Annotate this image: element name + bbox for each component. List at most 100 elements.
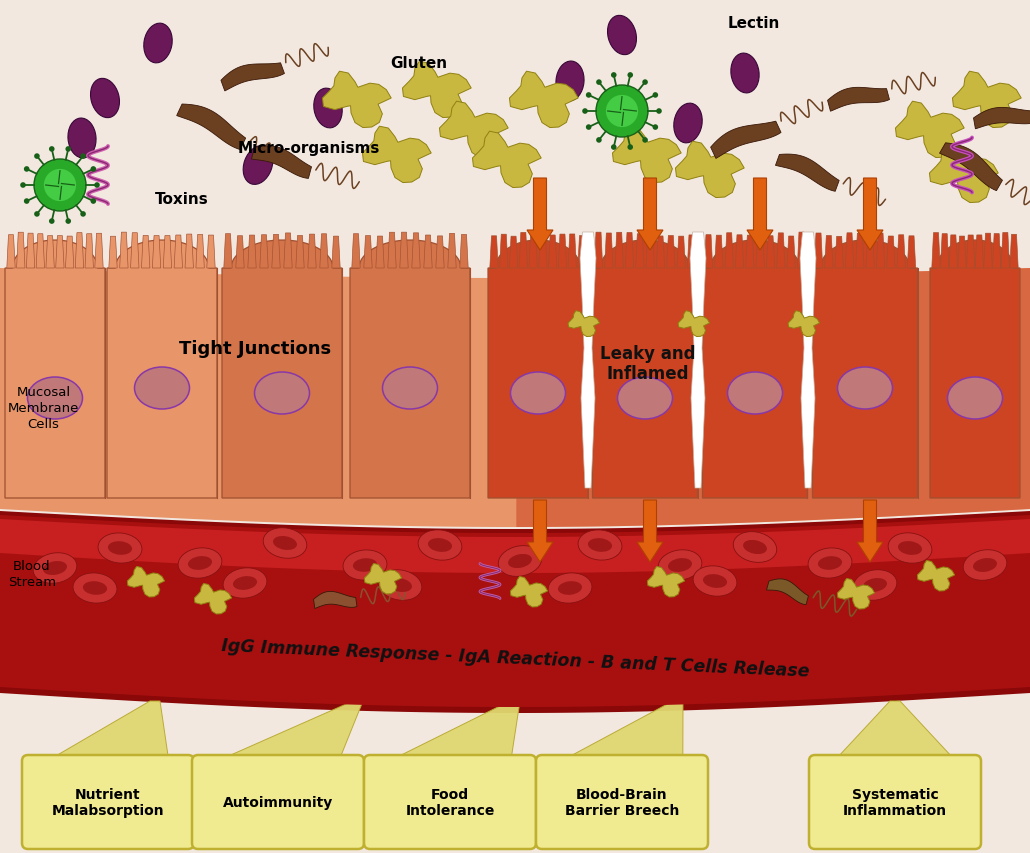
Circle shape: [80, 212, 85, 218]
Polygon shape: [195, 583, 232, 614]
Ellipse shape: [558, 582, 582, 595]
Ellipse shape: [693, 566, 736, 596]
Circle shape: [653, 93, 658, 99]
Ellipse shape: [898, 542, 922, 555]
Polygon shape: [36, 235, 44, 269]
Circle shape: [94, 183, 100, 189]
Ellipse shape: [224, 568, 267, 599]
Ellipse shape: [863, 578, 887, 592]
Polygon shape: [702, 241, 808, 498]
Polygon shape: [756, 235, 764, 269]
Polygon shape: [313, 592, 357, 609]
Polygon shape: [224, 235, 232, 269]
Polygon shape: [939, 143, 1002, 191]
Circle shape: [596, 80, 602, 86]
Polygon shape: [929, 147, 998, 203]
Ellipse shape: [144, 24, 172, 64]
Polygon shape: [568, 235, 577, 269]
Polygon shape: [705, 235, 713, 269]
Ellipse shape: [388, 578, 412, 592]
Polygon shape: [412, 234, 420, 269]
Circle shape: [34, 154, 40, 160]
Ellipse shape: [264, 528, 307, 559]
Circle shape: [66, 219, 71, 224]
Ellipse shape: [508, 554, 531, 568]
Polygon shape: [308, 235, 316, 269]
Ellipse shape: [188, 556, 212, 570]
Ellipse shape: [108, 542, 132, 555]
Ellipse shape: [578, 531, 622, 560]
Polygon shape: [95, 234, 103, 269]
Circle shape: [44, 170, 76, 202]
Polygon shape: [319, 235, 329, 269]
Text: Food
Intolerance: Food Intolerance: [406, 787, 494, 817]
Circle shape: [49, 147, 55, 153]
Circle shape: [643, 80, 648, 86]
Polygon shape: [1009, 235, 1019, 269]
Polygon shape: [856, 234, 864, 269]
Polygon shape: [825, 236, 833, 269]
Ellipse shape: [28, 378, 82, 420]
FancyBboxPatch shape: [809, 755, 981, 849]
Polygon shape: [984, 234, 992, 269]
Text: Blood-Brain
Barrier Breech: Blood-Brain Barrier Breech: [564, 787, 679, 817]
Polygon shape: [646, 233, 654, 269]
Polygon shape: [834, 701, 956, 761]
Polygon shape: [389, 701, 520, 761]
FancyArrow shape: [857, 501, 883, 562]
Ellipse shape: [973, 559, 997, 572]
Ellipse shape: [818, 556, 843, 570]
Ellipse shape: [948, 378, 1002, 420]
Polygon shape: [47, 701, 169, 761]
Circle shape: [91, 167, 96, 172]
Polygon shape: [578, 236, 586, 269]
Circle shape: [24, 167, 30, 172]
Ellipse shape: [43, 561, 67, 575]
Ellipse shape: [91, 79, 119, 119]
Polygon shape: [966, 235, 974, 269]
Polygon shape: [251, 147, 311, 179]
Polygon shape: [490, 236, 499, 269]
Ellipse shape: [178, 548, 221, 578]
Polygon shape: [400, 233, 408, 269]
Polygon shape: [766, 579, 809, 605]
Polygon shape: [511, 577, 548, 607]
Polygon shape: [185, 235, 194, 269]
Polygon shape: [500, 235, 508, 269]
Polygon shape: [440, 102, 508, 159]
Ellipse shape: [608, 16, 637, 55]
Ellipse shape: [254, 373, 309, 415]
Polygon shape: [835, 237, 844, 269]
Polygon shape: [222, 241, 342, 498]
Polygon shape: [56, 236, 64, 269]
Polygon shape: [797, 233, 805, 269]
Polygon shape: [27, 234, 35, 269]
Polygon shape: [7, 235, 15, 269]
Ellipse shape: [853, 570, 897, 601]
Polygon shape: [776, 155, 839, 192]
Polygon shape: [813, 241, 918, 498]
Polygon shape: [777, 234, 785, 269]
Polygon shape: [676, 142, 745, 198]
Polygon shape: [815, 234, 823, 269]
Polygon shape: [677, 237, 685, 269]
Circle shape: [21, 183, 26, 189]
Polygon shape: [0, 269, 1030, 527]
Text: Nutrient
Malabsorption: Nutrient Malabsorption: [52, 787, 165, 817]
Ellipse shape: [618, 378, 673, 420]
Polygon shape: [16, 233, 25, 269]
Circle shape: [653, 125, 658, 131]
Polygon shape: [529, 236, 538, 269]
Ellipse shape: [658, 550, 701, 581]
Text: Systematic
Inflammation: Systematic Inflammation: [843, 787, 947, 817]
Polygon shape: [436, 236, 444, 269]
Ellipse shape: [135, 368, 190, 409]
Circle shape: [34, 160, 85, 212]
Polygon shape: [131, 234, 139, 269]
Polygon shape: [918, 560, 955, 591]
Polygon shape: [163, 236, 172, 269]
FancyArrow shape: [527, 179, 553, 251]
Circle shape: [24, 199, 30, 205]
Ellipse shape: [83, 582, 107, 595]
Text: IgG Immune Response - IgA Reaction - B and T Cells Release: IgG Immune Response - IgA Reaction - B a…: [220, 636, 810, 680]
